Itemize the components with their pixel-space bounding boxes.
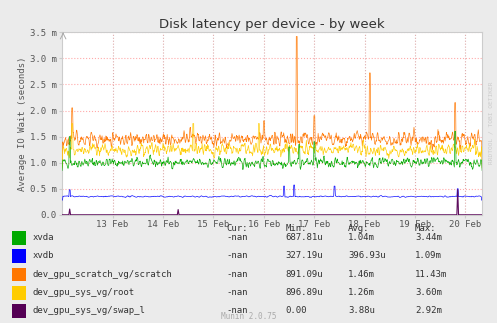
Text: 396.93u: 396.93u xyxy=(348,251,386,260)
Text: dev_gpu_scratch_vg/scratch: dev_gpu_scratch_vg/scratch xyxy=(32,270,172,278)
Bar xyxy=(12,304,26,318)
Text: 896.89u: 896.89u xyxy=(286,288,324,297)
Text: -nan: -nan xyxy=(226,251,248,260)
Text: -nan: -nan xyxy=(226,306,248,315)
Bar xyxy=(12,286,26,299)
Text: 327.19u: 327.19u xyxy=(286,251,324,260)
Text: 1.46m: 1.46m xyxy=(348,270,375,278)
Text: 3.88u: 3.88u xyxy=(348,306,375,315)
Text: 3.60m: 3.60m xyxy=(415,288,442,297)
Text: -nan: -nan xyxy=(226,270,248,278)
Text: 687.81u: 687.81u xyxy=(286,233,324,242)
Text: 3.44m: 3.44m xyxy=(415,233,442,242)
Text: Max:: Max: xyxy=(415,224,436,233)
Text: 1.09m: 1.09m xyxy=(415,251,442,260)
Text: -nan: -nan xyxy=(226,233,248,242)
Text: Avg:: Avg: xyxy=(348,224,369,233)
Text: -nan: -nan xyxy=(226,288,248,297)
Bar xyxy=(12,231,26,245)
Text: Min:: Min: xyxy=(286,224,307,233)
Text: dev_gpu_sys_vg/root: dev_gpu_sys_vg/root xyxy=(32,288,134,297)
Text: 0.00: 0.00 xyxy=(286,306,307,315)
Text: 1.26m: 1.26m xyxy=(348,288,375,297)
Text: xvda: xvda xyxy=(32,233,54,242)
Bar xyxy=(12,267,26,281)
Text: 2.92m: 2.92m xyxy=(415,306,442,315)
Text: dev_gpu_sys_vg/swap_l: dev_gpu_sys_vg/swap_l xyxy=(32,306,145,315)
Y-axis label: Average IO Wait (seconds): Average IO Wait (seconds) xyxy=(18,56,27,191)
Text: 11.43m: 11.43m xyxy=(415,270,447,278)
Title: Disk latency per device - by week: Disk latency per device - by week xyxy=(160,18,385,31)
Bar xyxy=(12,249,26,263)
Text: xvdb: xvdb xyxy=(32,251,54,260)
Text: Munin 2.0.75: Munin 2.0.75 xyxy=(221,312,276,321)
Text: RRDTOOL / TOBI OETIKER: RRDTOOL / TOBI OETIKER xyxy=(489,81,494,164)
Text: 891.09u: 891.09u xyxy=(286,270,324,278)
Text: Cur:: Cur: xyxy=(226,224,248,233)
Text: 1.04m: 1.04m xyxy=(348,233,375,242)
